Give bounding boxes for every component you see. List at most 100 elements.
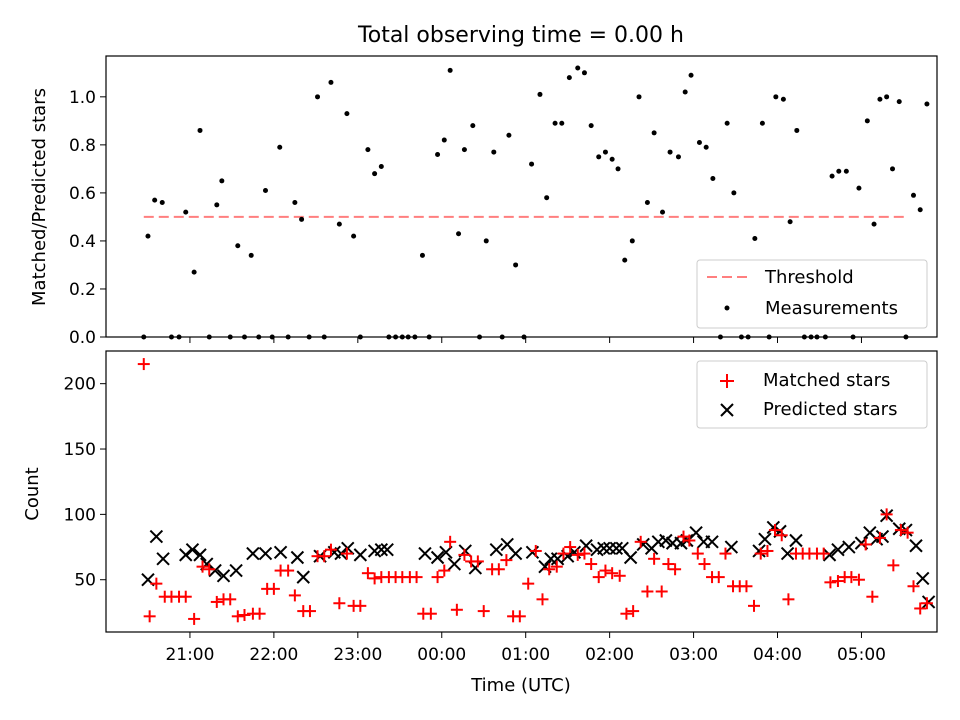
matched-star-point bbox=[424, 607, 437, 620]
measurement-point bbox=[588, 123, 594, 129]
count-legend-frame bbox=[696, 360, 928, 429]
matched-star-point bbox=[536, 593, 549, 606]
matched-star-point bbox=[887, 559, 900, 572]
ratio-legend-frame bbox=[696, 259, 928, 329]
matched-legend-marker bbox=[720, 374, 734, 388]
predicted-star-point bbox=[602, 541, 617, 556]
predicted-star-stroke bbox=[141, 573, 155, 587]
measurement-point bbox=[197, 127, 203, 133]
predicted-star-stroke bbox=[538, 559, 552, 574]
matched-star-point bbox=[368, 572, 381, 585]
ratio-y-tick-label: 0.0 bbox=[69, 328, 96, 348]
count-y-tick-label: 200 bbox=[64, 375, 96, 395]
predicted-star-stroke bbox=[447, 557, 462, 571]
measurement-point bbox=[299, 216, 305, 222]
matched-star-point bbox=[513, 610, 526, 623]
matched-star-point bbox=[873, 531, 886, 544]
predicted-star-point bbox=[185, 542, 200, 557]
predicted-star-point bbox=[822, 548, 837, 562]
matched-star-point bbox=[683, 534, 696, 547]
matched-star-point bbox=[662, 558, 675, 571]
measurement-point bbox=[378, 163, 384, 169]
matched-star-point bbox=[143, 610, 156, 623]
measurement-point bbox=[884, 94, 890, 100]
matched-star-point bbox=[500, 554, 513, 567]
predicted-star-stroke bbox=[380, 542, 394, 557]
predicted-star-stroke bbox=[636, 537, 650, 552]
matched-star-point bbox=[914, 602, 927, 615]
matched-star-point bbox=[288, 589, 301, 602]
predicted-star-point bbox=[193, 548, 207, 562]
matched-star-point bbox=[719, 547, 732, 560]
x-tick-label: 21:00 bbox=[165, 645, 214, 665]
ratio-legend: Threshold Measurements bbox=[696, 259, 928, 329]
matched-star-point bbox=[754, 547, 767, 560]
measurement-point bbox=[575, 65, 581, 71]
matched-star-point bbox=[188, 612, 201, 625]
ratio-y-tick-label: 0.2 bbox=[69, 280, 96, 300]
measurement-point bbox=[219, 178, 225, 184]
predicted-star-point bbox=[544, 552, 558, 566]
predicted-star-point bbox=[418, 546, 432, 561]
matched-star-point bbox=[907, 580, 920, 593]
predicted-star-stroke bbox=[822, 548, 837, 562]
predicted-star-stroke bbox=[752, 544, 766, 558]
matched-star-point bbox=[920, 597, 933, 610]
predicted-star-point bbox=[246, 546, 260, 561]
predicted-star-point bbox=[780, 546, 795, 561]
matched-star-point bbox=[238, 609, 251, 622]
predicted-star-point bbox=[597, 541, 611, 556]
predicted-star-stroke bbox=[327, 545, 342, 559]
matched-star-point bbox=[150, 577, 163, 590]
measurement-point bbox=[552, 120, 558, 126]
measurement-point bbox=[328, 79, 334, 85]
matched-star-point bbox=[231, 610, 244, 623]
measurement-point bbox=[688, 72, 694, 78]
x-tick-label: 00:00 bbox=[417, 645, 466, 665]
measurement-point bbox=[351, 233, 357, 239]
measurement-point bbox=[615, 166, 621, 172]
predicted-star-stroke bbox=[689, 525, 703, 540]
predicted-star-point bbox=[216, 569, 231, 583]
matched-star-point bbox=[564, 541, 577, 554]
matched-star-point bbox=[361, 567, 374, 580]
count-y-tick-label: 150 bbox=[64, 440, 96, 460]
measurement-point bbox=[696, 139, 702, 145]
predicted-star-point bbox=[579, 539, 593, 553]
count-panel: 50 100 150 200 21:00 22:00 23:00 00:00 01:00 02:… bbox=[22, 350, 938, 696]
predicted-star-stroke bbox=[156, 552, 170, 566]
predicted-star-stroke bbox=[842, 540, 856, 554]
matched-star-point bbox=[585, 558, 598, 571]
matched-star-point bbox=[768, 524, 781, 537]
measurement-point bbox=[214, 202, 220, 208]
measurement-point bbox=[917, 207, 923, 213]
measurement-point bbox=[890, 166, 896, 172]
matched-star-point bbox=[522, 577, 535, 590]
predicted-star-stroke bbox=[193, 548, 207, 562]
count-axes-frame bbox=[105, 350, 938, 633]
matched-star-point bbox=[634, 535, 647, 548]
predicted-star-stroke bbox=[875, 529, 890, 544]
measurement-point bbox=[877, 96, 883, 102]
predicted-star-stroke bbox=[296, 570, 310, 584]
predicted-star-point bbox=[489, 542, 504, 557]
matched-star-point bbox=[282, 564, 295, 577]
predicted-star-stroke bbox=[916, 571, 930, 586]
ratio-y-tick-label: 0.4 bbox=[69, 232, 96, 252]
ratio-panel: 0.0 0.2 0.4 0.6 0.8 1.0 Matched/Predicted sta… bbox=[29, 55, 938, 348]
matched-star-point bbox=[831, 575, 844, 588]
predicted-star-stroke bbox=[831, 542, 845, 557]
predicted-star-point bbox=[875, 529, 890, 544]
predicted-star-stroke bbox=[567, 545, 582, 559]
matched-star-point bbox=[901, 526, 914, 539]
predicted-star-stroke bbox=[921, 595, 936, 609]
matched-star-point bbox=[894, 524, 907, 537]
predicted-star-stroke bbox=[273, 545, 288, 559]
measurement-point bbox=[262, 187, 268, 193]
matched-star-point bbox=[606, 567, 619, 580]
matched-star-point bbox=[179, 590, 192, 603]
measurement-point bbox=[435, 151, 441, 157]
matched-star-point bbox=[529, 544, 542, 557]
count-y-tick-label: 100 bbox=[64, 505, 96, 525]
measurement-point bbox=[447, 67, 453, 73]
